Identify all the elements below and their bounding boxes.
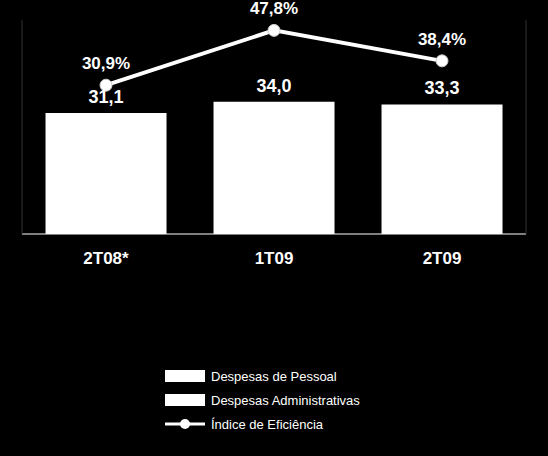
svg-text:1T09: 1T09 [255,249,294,268]
svg-text:47,8%: 47,8% [250,0,298,18]
svg-text:33,3: 33,3 [424,78,459,98]
svg-text:30,9%: 30,9% [82,54,130,73]
svg-text:31,1: 31,1 [88,87,123,107]
svg-text:2T09: 2T09 [423,249,462,268]
svg-text:38,4%: 38,4% [418,30,466,49]
html-text:Despesas Administrativas: Despesas Administrativas [211,392,360,408]
html-text:Índice de Eficiência: Índice de Eficiência [211,416,323,432]
svg-text:2T08*: 2T08* [83,249,129,268]
svg-text:34,0: 34,0 [256,76,291,96]
html-text:Despesas de Pessoal: Despesas de Pessoal [211,368,337,384]
